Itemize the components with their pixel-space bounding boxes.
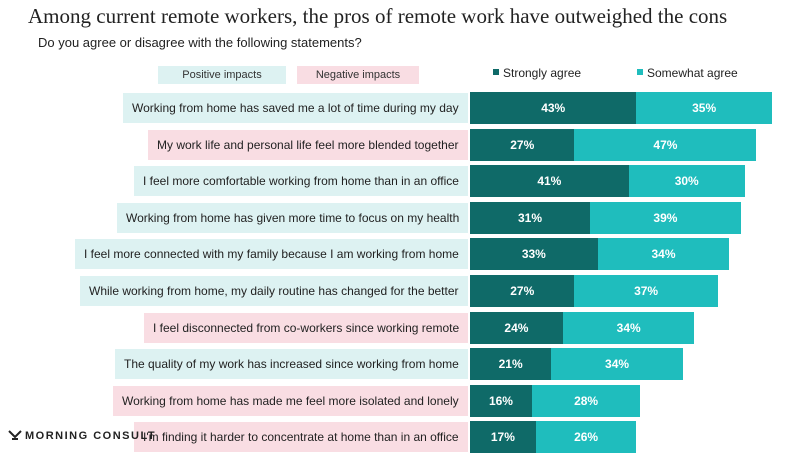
positive-impacts-key: Positive impacts [158,66,286,84]
brand-name: MORNING CONSULT [25,430,157,442]
bar-somewhat-agree-1 [636,92,772,124]
bar-somewhat-agree-7 [562,311,695,344]
bar-strongly-agree-7 [470,311,563,344]
data-label-somewhat-agree-10: 26% [574,430,599,445]
data-label-strongly-agree-5: 33% [521,247,546,262]
data-label-strongly-agree-7: 24% [504,320,529,335]
data-label-strongly-agree-6: 27% [510,284,535,298]
legend-swatch-strongly-agree [493,69,499,75]
row-label-8: The quality of my work has increased sin… [115,349,468,380]
data-label-strongly-agree-9: 16% [488,393,513,408]
bar-strongly-agree-1 [470,92,637,124]
data-label-somewhat-agree-8: 34% [605,357,630,372]
data-label-strongly-agree-10: 17% [490,430,515,445]
legend-label-somewhat-agree: Somewhat agree [647,66,738,80]
row-label-6: While working from home, my daily routin… [80,276,468,306]
bar-strongly-agree-2 [470,128,575,161]
row-label-7: I feel disconnected from co-workers sinc… [144,312,469,343]
data-label-somewhat-agree-9: 28% [574,393,599,408]
chart-subtitle: Do you agree or disagree with the follow… [38,35,362,50]
legend-swatch-somewhat-agree [637,69,643,75]
data-label-strongly-agree-8: 21% [498,357,523,372]
data-label-strongly-agree-3: 41% [537,174,562,189]
bar-strongly-agree-6 [470,275,575,307]
chart-title: Among current remote workers, the pros o… [28,4,728,28]
brand-footer: MORNING CONSULT [8,430,156,442]
data-label-strongly-agree-4: 31% [517,210,542,225]
bar-somewhat-agree-10 [535,421,637,453]
row-label-3: I feel more comfortable working from hom… [134,166,468,197]
legend-somewhat-agree: Somewhat agree [637,66,738,80]
negative-impacts-key: Negative impacts [297,66,419,84]
morning-consult-logo-icon [8,430,22,440]
data-label-somewhat-agree-2: 47% [653,137,678,152]
legend-strongly-agree: Strongly agree [493,66,581,80]
data-label-somewhat-agree-5: 34% [651,247,676,262]
bar-strongly-agree-10 [470,421,536,453]
legend-label-strongly-agree: Strongly agree [503,66,582,80]
bar-somewhat-agree-6 [574,275,718,307]
bar-strongly-agree-8 [470,348,552,381]
bar-somewhat-agree-5 [597,238,730,271]
bar-somewhat-agree-3 [628,165,745,198]
data-label-somewhat-agree-1: 35% [692,101,717,115]
row-label-4: Working from home has given more time to… [117,202,469,233]
bar-strongly-agree-5 [470,238,598,271]
data-label-somewhat-agree-7: 34% [616,320,641,335]
data-label-strongly-agree-2: 27% [510,137,535,152]
bar-somewhat-agree-4 [589,201,741,234]
bar-somewhat-agree-8 [551,348,683,381]
bar-strongly-agree-3 [470,165,629,198]
row-label-9: Working from home has made me feel more … [113,385,468,416]
row-label-2: My work life and personal life feel more… [148,129,468,160]
row-label-5: I feel more connected with my family bec… [75,239,468,270]
data-label-strongly-agree-1: 43% [541,101,566,115]
row-label-1: Working from home has saved me a lot of … [123,93,468,123]
data-label-somewhat-agree-4: 39% [653,210,678,225]
bar-strongly-agree-4 [470,201,590,234]
data-label-somewhat-agree-3: 30% [674,174,699,189]
data-label-somewhat-agree-6: 37% [634,284,659,298]
bar-somewhat-agree-2 [574,128,757,161]
bar-somewhat-agree-9 [531,384,641,417]
bar-strongly-agree-9 [470,384,532,417]
row-label-10: I'm finding it harder to concentrate at … [134,422,468,453]
